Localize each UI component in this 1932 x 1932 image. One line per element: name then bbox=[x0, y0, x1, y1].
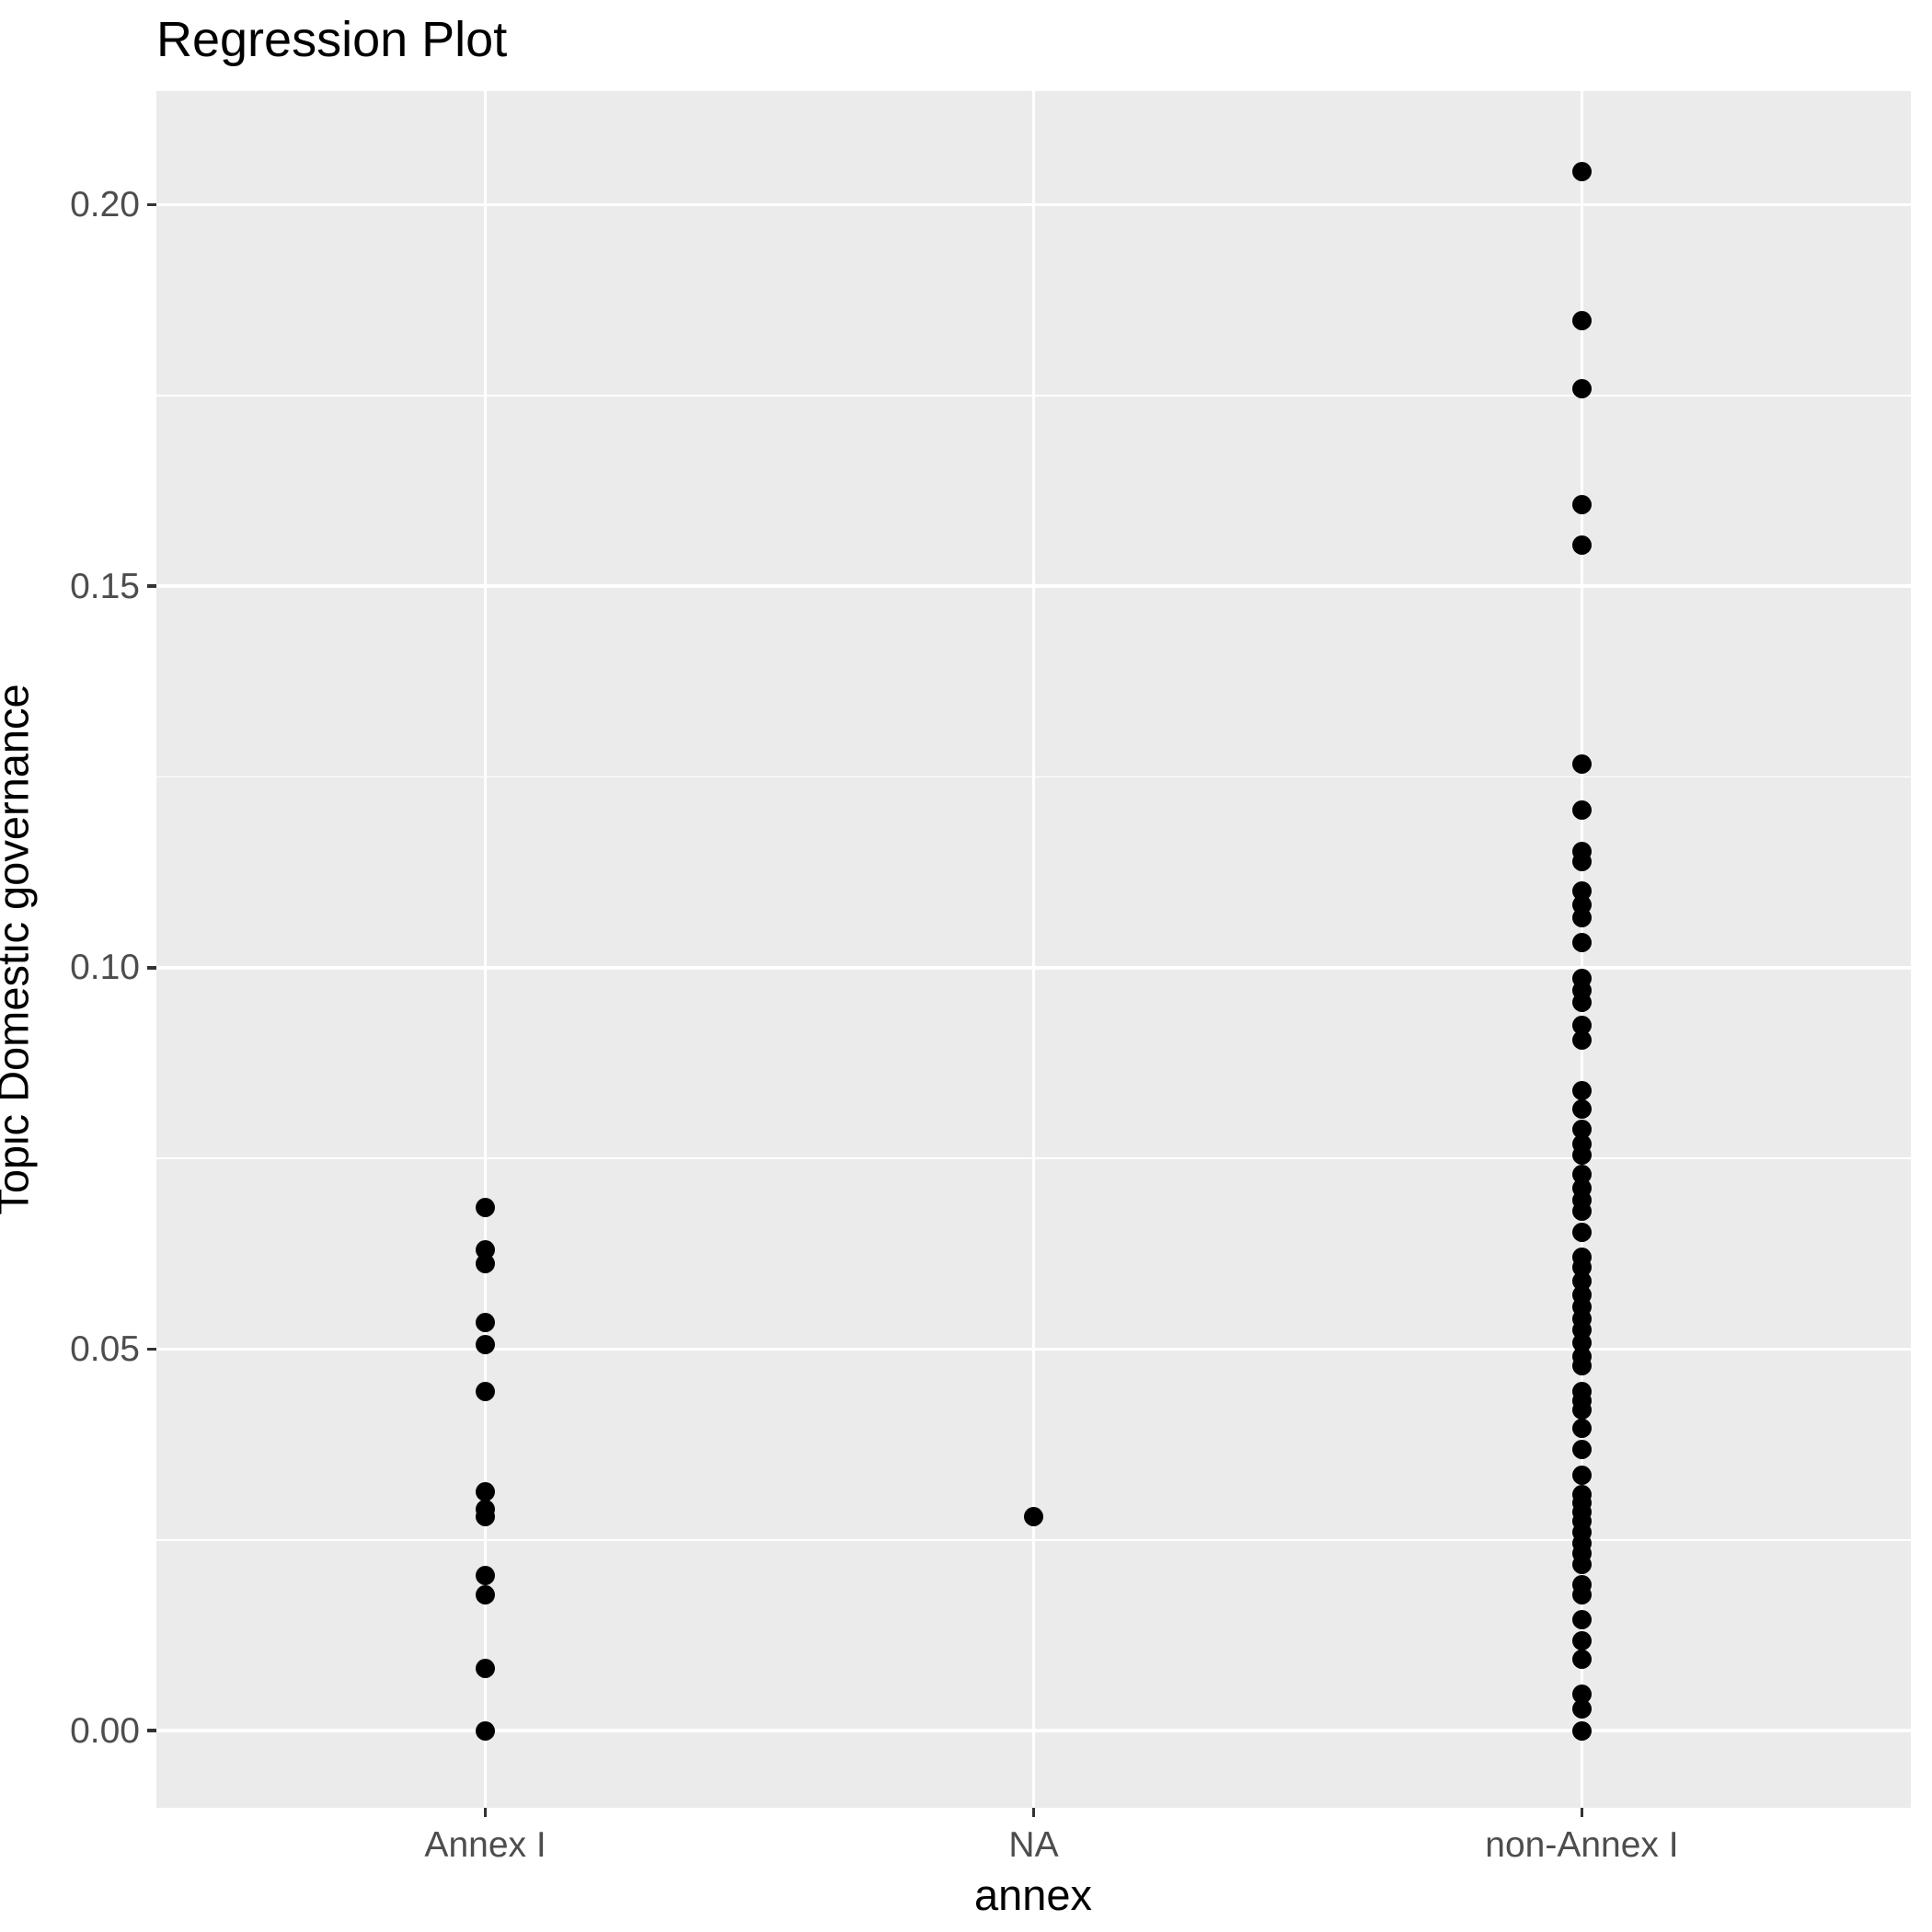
data-point bbox=[476, 1566, 496, 1586]
data-point bbox=[1571, 1554, 1592, 1574]
data-point bbox=[1571, 1015, 1592, 1035]
data-point bbox=[1571, 535, 1592, 555]
y-tick-mark bbox=[147, 202, 156, 207]
data-point bbox=[1571, 1698, 1592, 1719]
data-point bbox=[1571, 992, 1592, 1012]
y-tick-mark bbox=[147, 1347, 156, 1351]
data-point bbox=[1571, 494, 1592, 514]
y-tick-label: 0.10 bbox=[70, 948, 140, 988]
y-tick-label: 0.05 bbox=[70, 1329, 140, 1370]
data-point bbox=[1571, 1419, 1592, 1439]
data-point bbox=[476, 1506, 496, 1526]
data-point bbox=[1571, 1439, 1592, 1459]
x-tick-mark bbox=[1031, 1808, 1036, 1817]
y-tick-label: 0.15 bbox=[70, 566, 140, 606]
data-point bbox=[476, 1720, 496, 1741]
data-point bbox=[1571, 1630, 1592, 1650]
data-point bbox=[1571, 1223, 1592, 1243]
y-tick-mark bbox=[147, 1729, 156, 1732]
data-point bbox=[1571, 1649, 1592, 1669]
data-point bbox=[1571, 799, 1592, 820]
data-point bbox=[476, 1658, 496, 1678]
data-point bbox=[1571, 1098, 1592, 1119]
data-point bbox=[1571, 1684, 1592, 1704]
data-point bbox=[1571, 1585, 1592, 1605]
x-major-gridline bbox=[483, 91, 488, 1808]
y-tick-label: 0.00 bbox=[70, 1710, 140, 1751]
y-tick-mark bbox=[147, 584, 156, 588]
data-point bbox=[1571, 311, 1592, 331]
data-point bbox=[1571, 1144, 1592, 1165]
data-point bbox=[476, 1197, 496, 1217]
data-point bbox=[1571, 1400, 1592, 1420]
x-axis-title: annex bbox=[973, 1870, 1093, 1919]
data-point bbox=[476, 1585, 496, 1605]
data-point bbox=[1571, 1356, 1592, 1376]
plot-title: Regression Plot bbox=[156, 12, 508, 67]
x-tick-label: Annex I bbox=[424, 1825, 546, 1865]
data-point bbox=[1571, 852, 1592, 872]
y-tick-label: 0.20 bbox=[70, 185, 140, 225]
data-point bbox=[1571, 933, 1592, 953]
x-major-gridline bbox=[1031, 91, 1036, 1808]
x-tick-mark bbox=[1580, 1808, 1584, 1817]
data-point bbox=[1571, 162, 1592, 182]
data-point bbox=[476, 1313, 496, 1333]
y-axis-title: Topic Domestic governance bbox=[0, 684, 38, 1215]
data-point bbox=[1571, 1080, 1592, 1100]
data-point bbox=[1571, 907, 1592, 927]
data-point bbox=[1571, 1030, 1592, 1051]
plot-panel bbox=[156, 91, 1911, 1808]
data-point bbox=[1571, 1720, 1592, 1741]
x-tick-label: non-Annex I bbox=[1485, 1825, 1679, 1865]
data-point bbox=[1571, 1201, 1592, 1221]
data-point bbox=[1571, 378, 1592, 398]
data-point bbox=[476, 1482, 496, 1502]
data-point bbox=[1024, 1506, 1043, 1526]
data-point bbox=[476, 1254, 496, 1274]
data-point bbox=[476, 1335, 496, 1355]
data-point bbox=[1571, 753, 1592, 774]
x-tick-label: NA bbox=[1008, 1825, 1059, 1865]
x-tick-mark bbox=[483, 1808, 488, 1817]
data-point bbox=[476, 1381, 496, 1401]
data-point bbox=[1571, 1609, 1592, 1629]
data-point bbox=[1571, 1465, 1592, 1485]
y-tick-mark bbox=[147, 966, 156, 970]
